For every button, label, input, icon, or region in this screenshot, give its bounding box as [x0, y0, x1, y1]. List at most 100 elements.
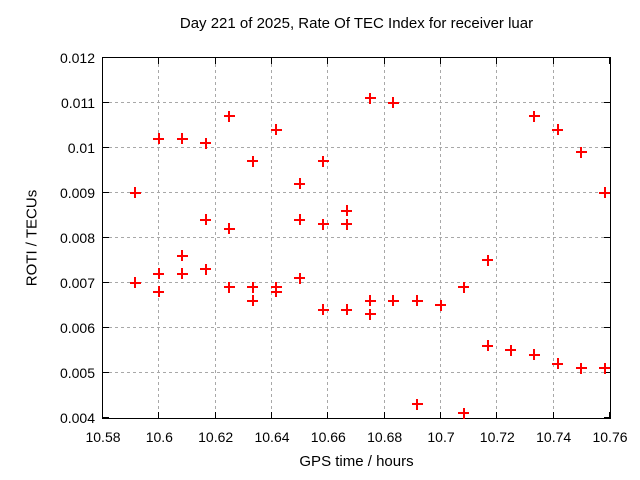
tick-mark — [102, 411, 103, 418]
x-tick-label: 10.72 — [479, 429, 515, 445]
data-point — [176, 268, 188, 279]
x-tick-label: 10.66 — [310, 429, 346, 445]
gridline — [102, 372, 610, 373]
x-tick-label: 10.62 — [198, 429, 234, 445]
data-point — [223, 223, 235, 234]
gridline — [102, 192, 610, 193]
tick-mark — [603, 282, 610, 283]
gridline — [102, 102, 610, 103]
tick-mark — [383, 411, 385, 418]
data-point — [364, 308, 376, 320]
tick-mark — [552, 411, 554, 418]
y-tick-label: 0.005 — [59, 364, 95, 381]
tick-mark — [609, 57, 610, 64]
data-point — [176, 250, 188, 261]
data-point — [387, 295, 399, 306]
y-tick-label: 0.007 — [59, 274, 95, 291]
tick-mark — [102, 282, 109, 283]
tick-mark — [214, 57, 216, 64]
data-point — [317, 155, 329, 167]
tick-mark — [383, 57, 385, 64]
y-tick-label: 0.009 — [59, 184, 95, 201]
x-tick-label: 10.68 — [367, 429, 403, 445]
data-point — [223, 110, 235, 122]
data-point — [341, 218, 353, 230]
data-point — [411, 295, 423, 306]
data-point — [411, 398, 423, 410]
tick-mark — [102, 417, 109, 418]
data-point — [317, 218, 329, 230]
x-tick-label: 10.6 — [145, 429, 173, 445]
tick-mark — [271, 57, 272, 64]
tick-mark — [102, 372, 109, 373]
data-point — [435, 299, 446, 311]
data-point — [153, 133, 165, 144]
tick-mark — [603, 417, 610, 418]
tick-mark — [158, 411, 160, 418]
data-point — [153, 268, 165, 279]
tick-mark — [158, 57, 160, 64]
y-tick-label: 0.011 — [61, 94, 95, 111]
tick-mark — [603, 327, 610, 328]
data-point — [200, 214, 212, 225]
tick-mark — [609, 411, 610, 418]
data-point — [200, 263, 212, 275]
x-tick-label: 10.64 — [254, 429, 290, 445]
tick-mark — [496, 411, 498, 418]
data-point — [599, 187, 611, 198]
tick-mark — [603, 237, 610, 238]
tick-mark — [102, 102, 109, 103]
data-point — [575, 362, 587, 374]
tick-mark — [552, 57, 554, 64]
y-tick-label: 0.004 — [59, 409, 95, 426]
gridline — [102, 237, 610, 238]
data-point — [129, 277, 141, 288]
x-tick-label: 10.74 — [536, 429, 572, 445]
data-point — [294, 272, 306, 284]
data-point — [247, 295, 259, 306]
tick-mark — [327, 57, 329, 64]
data-point — [247, 281, 259, 293]
gridline — [102, 147, 610, 148]
data-point — [341, 205, 353, 216]
tick-mark — [102, 327, 109, 328]
data-point — [458, 281, 470, 293]
data-point — [247, 155, 259, 167]
y-tick-label: 0.006 — [59, 319, 95, 336]
x-tick-label: 10.76 — [592, 429, 628, 445]
y-tick-label: 0.012 — [59, 49, 95, 66]
tick-mark — [603, 57, 610, 58]
data-point — [176, 133, 188, 144]
tick-mark — [440, 57, 441, 64]
data-point — [341, 304, 353, 315]
data-point — [294, 178, 306, 189]
x-tick-label: 10.7 — [427, 429, 455, 445]
tick-mark — [102, 192, 109, 193]
y-tick-label: 0.008 — [59, 229, 95, 246]
y-tick-label: 0.01 — [67, 139, 95, 156]
tick-mark — [440, 411, 441, 418]
data-point — [270, 124, 282, 135]
tick-mark — [102, 57, 103, 64]
data-point — [364, 295, 376, 306]
gridline — [102, 327, 610, 328]
data-point — [575, 146, 587, 158]
data-point — [364, 92, 376, 104]
data-point — [458, 407, 470, 419]
data-point — [387, 97, 399, 108]
data-point — [317, 304, 329, 315]
data-point — [552, 358, 564, 369]
data-point — [528, 349, 540, 360]
tick-mark — [102, 57, 109, 58]
data-point — [552, 124, 564, 135]
data-point — [528, 110, 540, 122]
tick-mark — [102, 237, 109, 238]
tick-mark — [603, 147, 610, 148]
tick-mark — [102, 147, 109, 148]
data-point — [129, 187, 141, 198]
chart-title: Day 221 of 2025, Rate Of TEC Index for r… — [179, 15, 534, 32]
data-point — [153, 286, 165, 297]
tick-mark — [603, 102, 610, 103]
tick-mark — [327, 411, 329, 418]
